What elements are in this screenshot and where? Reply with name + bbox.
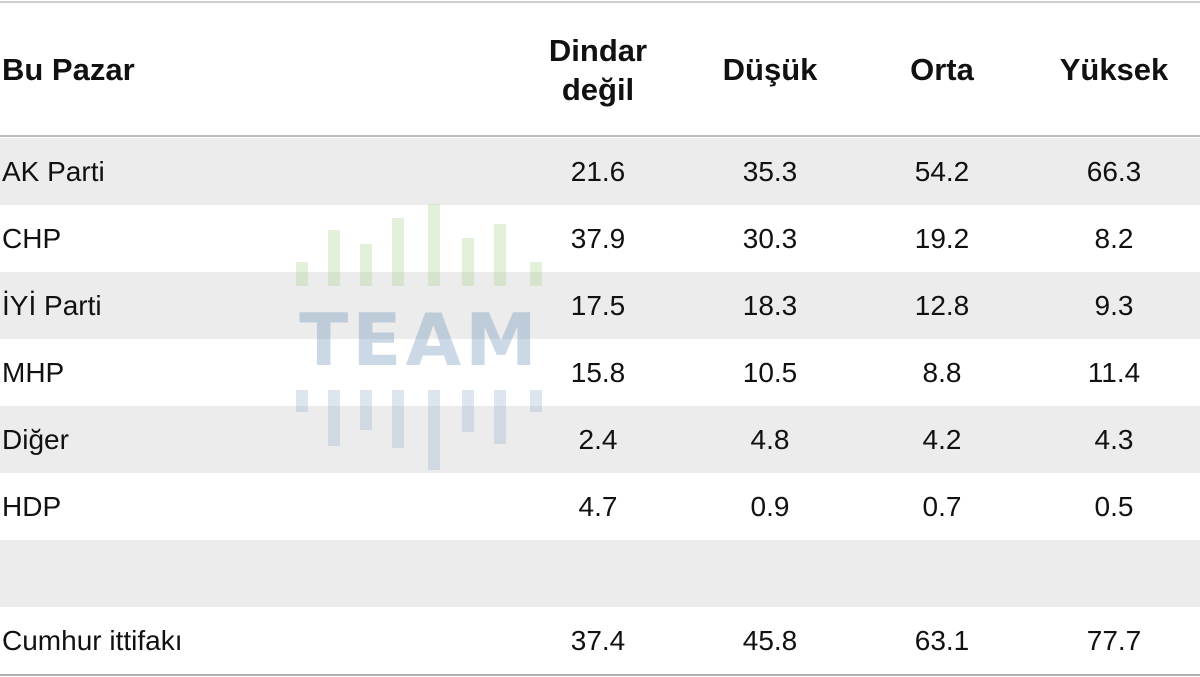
row-label: [2, 540, 402, 607]
table-cell: 19.2: [914, 222, 970, 254]
table-cell: 18.3: [742, 289, 798, 321]
bottom-rule: [0, 674, 1200, 676]
table-cell: 8.8: [922, 356, 962, 388]
row-label: HDP: [2, 490, 62, 522]
table-row: CHP 37.9 30.3 19.2 8.2: [0, 205, 1200, 272]
table-cell: 12.8: [914, 289, 970, 321]
table-cell: 21.6: [570, 155, 626, 187]
column-header-dindar-degil: Dindar değil: [548, 32, 648, 107]
table-cell: 10.5: [742, 356, 798, 388]
table-row-spacer: [0, 540, 1200, 607]
table-cell: 8.2: [1094, 222, 1134, 254]
column-header-orta: Orta: [910, 52, 974, 87]
row-label: CHP: [2, 222, 62, 254]
table-row: MHP 15.8 10.5 8.8 11.4: [0, 339, 1200, 406]
table-cell: 2.4: [578, 423, 618, 455]
row-label: Diğer: [2, 423, 69, 455]
top-rule: [0, 1, 1200, 3]
table-cell: 37.9: [570, 222, 626, 254]
table-header: Bu Pazar Dindar değil Düşük Orta Yüksek: [0, 4, 1200, 137]
table-cell: 9.3: [1094, 289, 1134, 321]
table-row-total: Cumhur ittifakı 37.4 45.8 63.1 77.7: [0, 607, 1200, 674]
table-cell: 0.7: [922, 490, 962, 522]
table-cell: 30.3: [742, 222, 798, 254]
table-cell: 0.9: [750, 490, 790, 522]
row-label: Cumhur ittifakı: [2, 624, 183, 656]
table-cell: 17.5: [570, 289, 626, 321]
table-cell: 11.4: [1087, 356, 1141, 388]
row-label: İYİ Parti: [2, 289, 102, 321]
table-row: HDP 4.7 0.9 0.7 0.5: [0, 473, 1200, 540]
table-cell: 4.2: [922, 423, 962, 455]
column-header-yuksek: Yüksek: [1059, 52, 1169, 87]
table-cell: 4.8: [750, 423, 790, 455]
table-cell: 54.2: [914, 155, 970, 187]
table-cell: 66.3: [1086, 155, 1142, 187]
table-row: İYİ Parti 17.5 18.3 12.8 9.3: [0, 272, 1200, 339]
table-cell: 35.3: [742, 155, 798, 187]
row-label: AK Parti: [2, 155, 105, 187]
table-cell: 37.4: [570, 624, 626, 656]
table-cell: 45.8: [742, 624, 798, 656]
row-label: MHP: [2, 356, 65, 388]
table-cell: 63.1: [914, 624, 970, 656]
table-title: Bu Pazar: [2, 52, 135, 87]
table-cell: 15.8: [570, 356, 626, 388]
column-header-dusuk: Düşük: [722, 52, 818, 87]
table-cell: 4.3: [1094, 423, 1134, 455]
table-cell: 4.7: [578, 490, 618, 522]
table-row: Diğer 2.4 4.8 4.2 4.3: [0, 406, 1200, 473]
table-cell: 77.7: [1086, 624, 1142, 656]
table-row: AK Parti 21.6 35.3 54.2 66.3: [0, 138, 1200, 205]
table-cell: 0.5: [1094, 490, 1134, 522]
